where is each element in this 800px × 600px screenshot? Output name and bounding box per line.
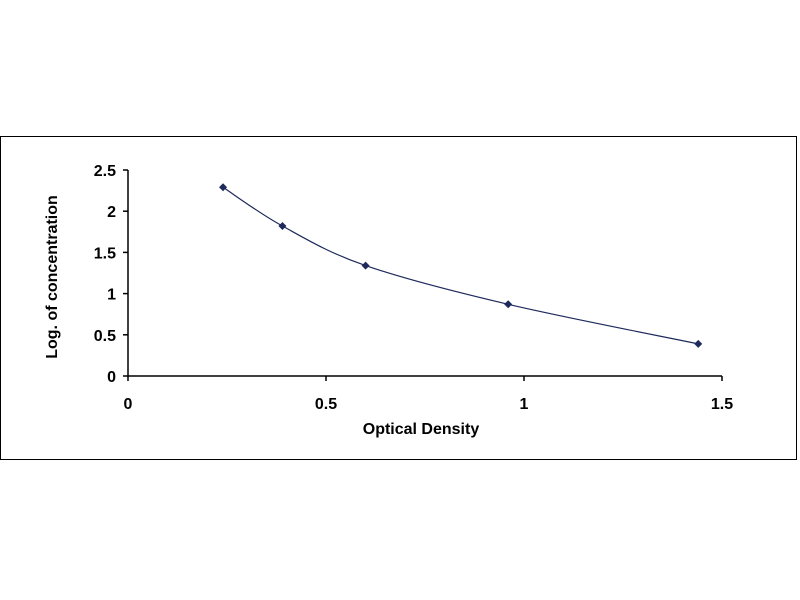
y-axis-ticks: 0 0.5 1 1.5 2 2.5 [94, 163, 128, 386]
data-point [361, 261, 370, 270]
x-axis-ticks: 0 0.5 1 1.5 [124, 376, 733, 413]
y-axis-title: Log. of concentration [44, 195, 61, 359]
trend-curve [222, 186, 699, 345]
y-tick-label: 1.5 [94, 245, 116, 262]
y-tick-label: 2 [107, 204, 116, 221]
x-tick-label: 1.5 [711, 396, 733, 413]
x-axis-title: Optical Density [363, 421, 480, 438]
y-tick-label: 0.5 [94, 328, 116, 345]
chart-frame [0, 136, 797, 460]
x-tick-label: 0 [124, 396, 133, 413]
data-point [694, 339, 703, 348]
y-tick-label: 1 [107, 287, 116, 304]
x-tick-label: 0.5 [315, 396, 337, 413]
data-point [504, 300, 513, 309]
axes [127, 170, 722, 377]
data-points [219, 183, 703, 348]
x-tick-label: 1 [520, 396, 529, 413]
y-tick-label: 2.5 [94, 163, 116, 180]
data-point [278, 222, 287, 231]
y-tick-label: 0 [107, 369, 116, 386]
data-point [219, 183, 228, 192]
